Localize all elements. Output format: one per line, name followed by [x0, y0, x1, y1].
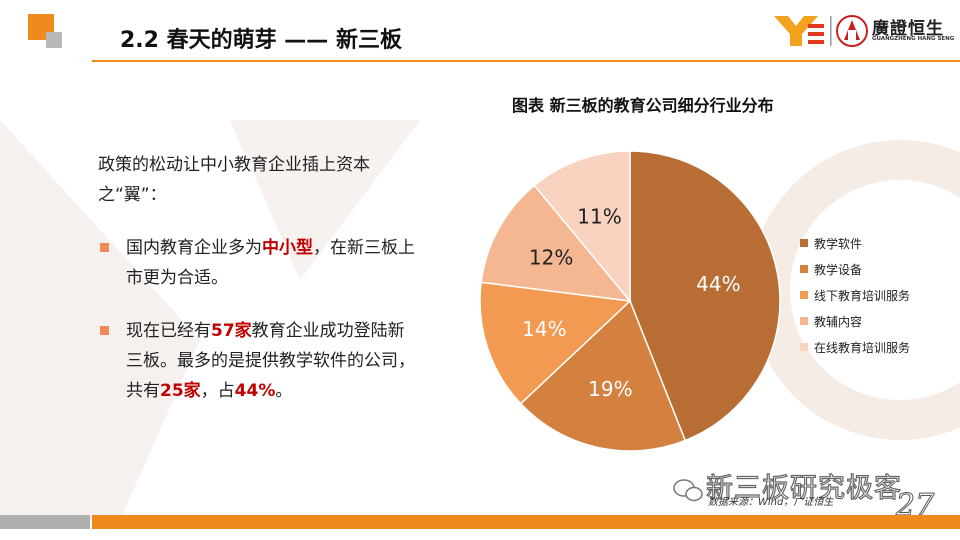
footer-bar-grey: [0, 515, 90, 529]
bullet1-highlight: 中小型: [262, 238, 313, 258]
legend-swatch: [800, 265, 808, 273]
bullet-square-icon: [100, 243, 109, 252]
legend-label: 在线教育培训服务: [814, 341, 911, 355]
company-logo: [774, 15, 868, 47]
footer-bar-orange: [92, 515, 960, 529]
legend-item: 线下教育培训服务: [800, 288, 910, 314]
legend-label: 教辅内容: [814, 315, 863, 329]
bullet2-text-1: 现在已经有: [126, 321, 211, 341]
chart-title: 图表 新三板的教育公司细分行业分布: [512, 96, 774, 115]
bullet2-highlight-1: 57家: [211, 321, 252, 341]
bullet1-text-2: ，在新三板上市更为合适。: [126, 238, 415, 288]
bullet2-text-3: ，占: [200, 381, 235, 401]
bullet2-highlight-3: 44%: [234, 381, 276, 401]
chart-legend: 教学软件教学设备线下教育培训服务 教辅内容在线教育培训服务: [800, 236, 910, 366]
decor-square-grey: [46, 32, 62, 48]
logo-subtext: GUANGZHENG HANG SENG: [872, 36, 955, 42]
pie-slice: [533, 150, 631, 304]
legend-swatch: [800, 317, 808, 325]
bullet-square-icon: [100, 326, 109, 335]
background-watermark: [0, 120, 960, 520]
wechat-icon: [673, 479, 703, 502]
bullet2-highlight-2: 25家: [160, 381, 201, 401]
intro-text: 政策的松动让中小教育企业插上资本之“翼”：: [98, 155, 370, 205]
pie-slice: [629, 150, 781, 442]
pie-slice-label: 14%: [522, 317, 566, 341]
bullet2-text-2: 教育企业成功登陆新三板。最多的是提供教学软件的公司，共有: [126, 321, 415, 401]
pie-slice-label: 12%: [529, 246, 573, 270]
pie-slice: [480, 184, 632, 302]
legend-label: 线下教育培训服务: [814, 289, 911, 303]
pie-slice-label: 19%: [588, 377, 632, 401]
legend-swatch: [800, 291, 808, 299]
pie-slice: [519, 299, 687, 452]
bullet2-text-4: 。: [275, 381, 293, 401]
bullet-item-2: 现在已经有57家教育企业成功登陆新三板。最多的是提供教学软件的公司，共有25家，…: [98, 316, 418, 406]
bullet1-text-1: 国内教育企业多为: [126, 238, 262, 258]
legend-item: 教学软件: [800, 236, 910, 262]
bullet-item-1: 国内教育企业多为中小型，在新三板上市更为合适。: [98, 233, 418, 293]
title-divider: [92, 60, 960, 62]
pie-slice: [479, 281, 632, 405]
logo-text: 廣證恒生: [872, 19, 944, 39]
legend-item: 在线教育培训服务: [800, 340, 910, 366]
legend-swatch: [800, 343, 808, 351]
wechat-watermark-text: 新三板研究极客: [705, 472, 902, 504]
legend-label: 教学软件: [814, 237, 863, 251]
slide-title: 2.2 春天的萌芽 —— 新三板: [120, 28, 402, 53]
pie-slice-label: 44%: [696, 272, 740, 296]
legend-swatch: [800, 239, 808, 247]
data-source: 数据来源：Wind，广证恒生: [708, 497, 834, 508]
legend-label: 教学设备: [814, 263, 863, 277]
legend-item: 教学设备: [800, 262, 910, 288]
legend-item: 教辅内容: [800, 314, 910, 340]
pie-slice-label: 11%: [577, 204, 621, 228]
